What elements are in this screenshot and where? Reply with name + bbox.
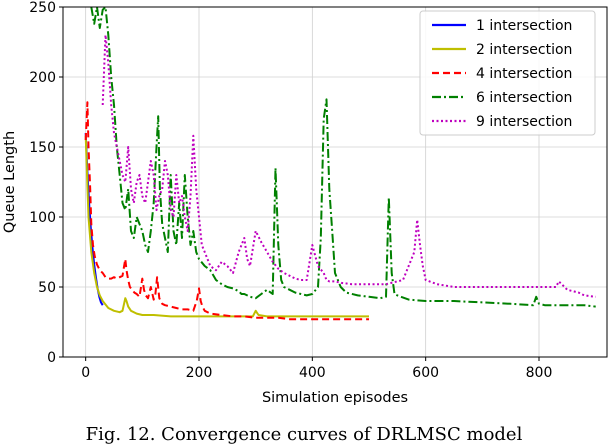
legend-box xyxy=(419,10,596,136)
figure-caption: Fig. 12. Convergence curves of DRLMSC mo… xyxy=(85,424,523,445)
series-line-2 xyxy=(84,135,369,318)
x-tick-label: 0 xyxy=(81,365,90,381)
legend-label: 2 intersection xyxy=(476,42,572,58)
x-axis-label: Simulation episodes xyxy=(262,390,408,406)
y-tick-label: 100 xyxy=(29,210,56,226)
series-line-3 xyxy=(84,101,369,321)
y-tick-label: 250 xyxy=(29,0,56,16)
x-tick-label: 200 xyxy=(186,365,213,381)
legend-label: 6 intersection xyxy=(476,90,572,106)
series-line-5 xyxy=(101,34,596,298)
x-tick-label: 800 xyxy=(526,365,553,381)
queue-length-chart: 0 200 400 600 800 0 50 100 150 200 250 Simulation … xyxy=(2,0,608,406)
y-tick-label: 0 xyxy=(47,350,56,366)
legend-label: 4 intersection xyxy=(476,66,572,82)
legend-label: 9 intersection xyxy=(476,114,572,130)
x-tick-label: 600 xyxy=(412,365,439,381)
legend-label: 1 intersection xyxy=(476,18,572,34)
y-tick-label: 200 xyxy=(29,70,56,86)
legend: 1 intersection 2 intersection 4 intersecti… xyxy=(419,10,596,136)
y-tick-label: 150 xyxy=(29,140,56,156)
y-axis-label: Queue Length xyxy=(2,131,18,233)
series-lines xyxy=(84,7,596,321)
plot-frame xyxy=(62,6,608,358)
axis-ticks: 0 200 400 600 800 0 50 100 150 200 250 xyxy=(29,0,552,381)
series-line-4 xyxy=(90,7,596,308)
y-tick-label: 50 xyxy=(38,280,56,296)
x-tick-label: 400 xyxy=(299,365,326,381)
